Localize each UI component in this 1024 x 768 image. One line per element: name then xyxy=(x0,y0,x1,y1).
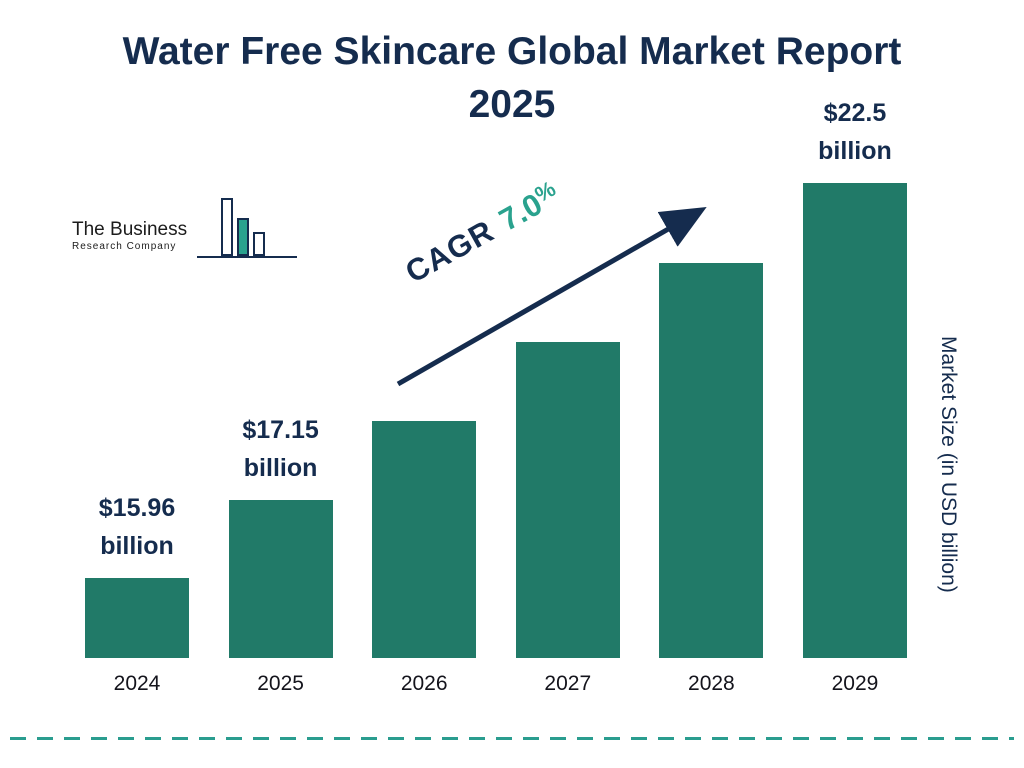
bottom-dashed-divider xyxy=(10,737,1014,740)
bar-value-label-2029: $22.5 billion xyxy=(818,98,892,166)
x-axis-label-2027: 2027 xyxy=(544,672,592,695)
x-axis-label-2026: 2026 xyxy=(400,672,448,695)
x-axis-label-2028: 2028 xyxy=(688,672,735,695)
page-title-line2: 2025 xyxy=(468,82,556,126)
bar-2027 xyxy=(515,342,620,658)
x-axis-label-2025: 2025 xyxy=(257,672,304,695)
page-title-line1: Water Free Skincare Global Market Report xyxy=(122,30,902,73)
x-axis-label-2029: 2029 xyxy=(831,672,879,695)
bar-column-2027: 2027 xyxy=(515,88,620,698)
page-title: Water Free Skincare Global Market Report… xyxy=(0,26,1024,131)
bar-chart: $15.96 billion 2024 $17.15 billion 2025 2026… xyxy=(85,88,907,698)
logo-text-primary: The Business xyxy=(72,219,188,240)
bar-value-label-2024: $15.96 billion xyxy=(98,493,176,561)
bar-column-2026: 2026 xyxy=(372,88,477,698)
logo-bar-outline-short xyxy=(253,232,266,256)
bar-2028 xyxy=(659,263,764,658)
company-logo-text: The Business Research Company xyxy=(72,219,187,258)
logo-baseline xyxy=(197,256,298,258)
bar-2029 xyxy=(802,183,907,658)
bar-column-2025: $17.15 billion 2025 xyxy=(228,88,333,698)
bar-2025 xyxy=(228,500,333,658)
logo-bar-outline-tall xyxy=(221,198,234,256)
y-axis-label: Market Size (in USD billion) xyxy=(937,336,960,593)
bar-2024 xyxy=(85,578,189,658)
x-axis-label-2024: 2024 xyxy=(113,672,161,695)
bar-column-2024: $15.96 billion 2024 xyxy=(85,88,189,698)
bar-value-label-2025: $17.15 billion xyxy=(242,415,319,483)
logo-bar-filled-teal xyxy=(237,218,250,256)
company-logo: The Business Research Company xyxy=(72,196,298,258)
logo-bar-chart-icon xyxy=(197,196,298,258)
bar-2026 xyxy=(372,421,477,658)
logo-text-secondary: Research Company xyxy=(72,241,177,252)
bar-column-2029: $22.5 billion 2029 xyxy=(802,88,907,698)
bar-column-2028: 2028 xyxy=(659,88,764,698)
